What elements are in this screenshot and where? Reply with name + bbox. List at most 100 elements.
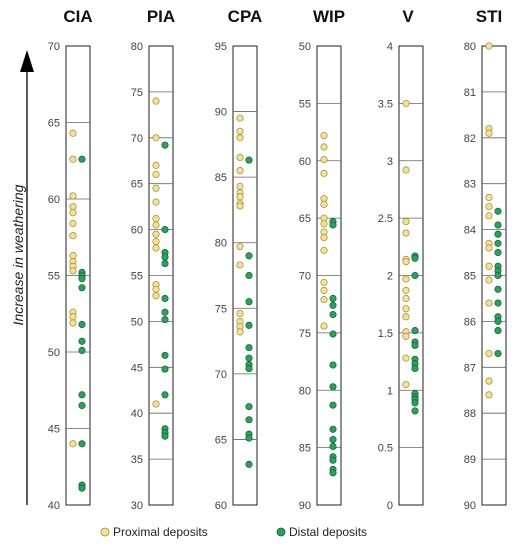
distal-point-cpa [245, 271, 253, 280]
tick-label-wip: 85 [299, 443, 311, 455]
distal-point-pia [161, 308, 169, 316]
proximal-point-sti [485, 42, 493, 50]
proximal-point-sti [485, 262, 493, 270]
distal-point-cpa [245, 460, 253, 468]
proximal-point-pia [152, 400, 160, 408]
distal-point-wip [329, 436, 337, 444]
distal-point-wip [329, 361, 337, 369]
proximal-point-cpa [236, 202, 244, 210]
tick-label-wip: 55 [299, 98, 311, 110]
distal-point-sti [494, 317, 502, 325]
distal-point-cia [78, 391, 86, 399]
proximal-point-cpa [236, 193, 244, 201]
panel-title-sti: STI [476, 7, 502, 26]
tick-label-v: 2.5 [378, 213, 393, 225]
tick-label-pia: 40 [131, 408, 143, 420]
panel-wip: WIP 50 55 60 65 70 75 80 85 90 [299, 7, 345, 512]
tick-label-v: 3.5 [378, 98, 393, 110]
distal-point-sti [494, 230, 502, 238]
distal-point-v [411, 327, 419, 335]
distal-point-wip [329, 425, 337, 433]
proximal-point-pia [152, 170, 160, 179]
proximal-point-cia [69, 267, 77, 275]
proximal-point-cia [69, 232, 77, 240]
tick-label-wip: 90 [299, 500, 311, 512]
distal-point-sti [494, 239, 502, 247]
distal-point-cia [78, 275, 86, 283]
tick-label-cpa: 90 [215, 107, 227, 119]
proximal-point-v [402, 275, 410, 283]
proximal-point-pia [152, 244, 160, 252]
tick-label-pia: 80 [131, 41, 143, 53]
tick-label-pia: 30 [131, 500, 143, 512]
tick-label-wip: 50 [299, 41, 311, 53]
distal-point-cia [78, 337, 86, 345]
distal-point-sti [494, 285, 502, 293]
distal-point-v [411, 341, 419, 350]
proximal-point-v [402, 218, 410, 226]
tick-label-wip: 75 [299, 328, 311, 340]
proximal-point-pia [152, 292, 160, 300]
distal-point-wip [329, 469, 337, 477]
legend-marker-proximal [100, 527, 110, 537]
proximal-point-cpa [236, 182, 244, 190]
tick-label-sti: 86 [464, 316, 476, 328]
panel-title-wip: WIP [313, 7, 345, 26]
distal-point-sti [494, 249, 502, 257]
proximal-point-pia [152, 285, 160, 293]
proximal-point-wip [320, 286, 328, 294]
proximal-point-pia [152, 184, 160, 192]
proximal-point-cpa [236, 114, 244, 122]
proximal-point-v [402, 332, 410, 340]
proximal-point-sti [485, 212, 493, 220]
tick-label-wip: 70 [299, 271, 311, 283]
distal-point-v [411, 399, 419, 407]
distal-point-wip [329, 221, 337, 229]
tick-label-cpa: 70 [215, 369, 227, 381]
tick-label-sti: 80 [464, 41, 476, 53]
tick-label-cia: 40 [48, 500, 60, 512]
tick-label-pia: 70 [131, 133, 143, 145]
panel-pia: PIA 30 35 40 45 50 55 60 65 70 75 80 [131, 7, 175, 512]
tick-label-cia: 70 [48, 41, 60, 53]
proximal-point-wip [320, 296, 328, 304]
distal-point-cpa [245, 252, 253, 260]
tick-label-v: 1.5 [378, 328, 393, 340]
proximal-point-cia [69, 313, 77, 321]
proximal-point-pia [152, 198, 160, 206]
distal-point-cpa [245, 354, 253, 362]
proximal-point-sti [485, 349, 493, 358]
panel-title-v: V [402, 7, 414, 26]
proximal-point-v [402, 286, 410, 294]
proximal-point-sti [485, 193, 493, 202]
tick-label-sti: 88 [464, 408, 476, 420]
proximal-point-pia [152, 134, 160, 142]
distal-point-pia [161, 253, 169, 261]
tick-label-wip: 65 [299, 213, 311, 225]
tick-label-v: 3 [387, 156, 393, 168]
proximal-point-pia [152, 230, 160, 238]
proximal-point-wip [320, 278, 328, 286]
distal-point-pia [161, 260, 169, 268]
tick-label-wip: 60 [299, 156, 311, 168]
proximal-point-cpa [236, 309, 244, 318]
proximal-point-cia [69, 192, 77, 200]
tick-label-cia: 60 [48, 194, 60, 206]
tick-label-cpa: 95 [215, 41, 227, 53]
tick-label-pia: 60 [131, 225, 143, 237]
proximal-point-wip [320, 246, 328, 254]
distal-point-cpa [245, 403, 253, 411]
proximal-point-cia [69, 203, 77, 211]
distal-point-cia [78, 401, 86, 410]
tick-label-pia: 45 [131, 362, 143, 374]
tick-label-pia: 35 [131, 454, 143, 466]
proximal-point-cia [69, 219, 77, 228]
tick-label-cpa: 75 [215, 303, 227, 315]
distal-point-wip [329, 310, 337, 319]
tick-label-sti: 89 [464, 454, 476, 466]
proximal-point-v [402, 166, 410, 174]
distal-point-cia [78, 346, 86, 355]
proximal-point-sti [485, 276, 493, 284]
distal-point-sti [494, 221, 502, 229]
tick-label-v: 0.5 [378, 443, 393, 455]
